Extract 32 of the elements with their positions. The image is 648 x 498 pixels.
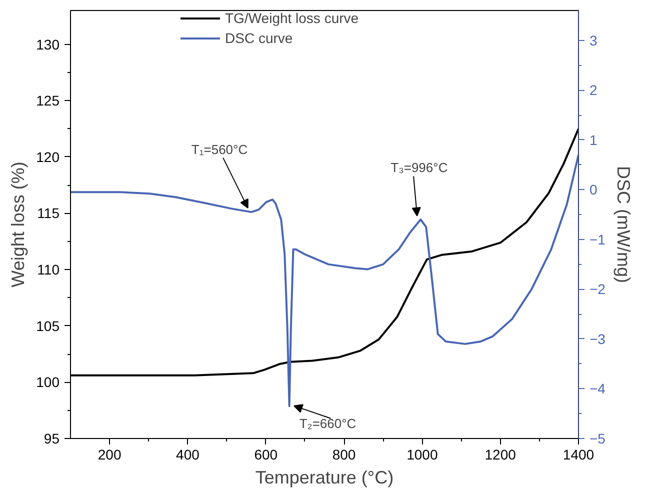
legend-label: DSC curve	[225, 30, 293, 46]
y-tick-label: 125	[36, 92, 60, 109]
y-axis-title: Weight loss (%)	[8, 162, 28, 288]
annotation: T₂=660°C	[299, 416, 356, 431]
y2-tick-label: 1	[590, 132, 598, 148]
y2-tick-label: 2	[590, 82, 598, 98]
x-tick-label: 200	[98, 446, 122, 462]
y2-tick-label: 0	[590, 182, 598, 198]
x-tick-label: 1000	[406, 446, 438, 462]
annotation: T₁=560°C	[191, 142, 248, 158]
y-tick-label: 100	[36, 374, 60, 390]
y2-axis-title: DSC (mW/mg)	[613, 166, 634, 283]
y-tick-label: 115	[37, 205, 60, 222]
y-tick-label: 120	[36, 148, 60, 165]
y2-tick-label: −1	[590, 231, 606, 248]
y-tick-label: 95	[44, 430, 60, 446]
y2-tick-label: −4	[590, 380, 606, 397]
y2-tick-label: 3	[590, 32, 598, 48]
y2-tick-label: −5	[590, 430, 606, 446]
x-tick-label: 600	[254, 446, 278, 462]
y-tick-label: 130	[36, 36, 60, 52]
y-tick-label: 105	[36, 318, 60, 334]
x-axis-title: Temperature (°C)	[255, 468, 394, 488]
annotation: T₃=996°C	[390, 160, 448, 175]
x-tick-label: 1200	[484, 446, 516, 462]
legend-label: TG/Weight loss curve	[225, 10, 359, 26]
x-tick-label: 400	[176, 446, 200, 462]
y-tick-label: 110	[37, 262, 60, 278]
y2-tick-label: −2	[590, 281, 606, 298]
y2-tick-label: −3	[590, 330, 606, 347]
x-tick-label: 1400	[562, 446, 594, 462]
x-tick-label: 800	[332, 446, 356, 462]
